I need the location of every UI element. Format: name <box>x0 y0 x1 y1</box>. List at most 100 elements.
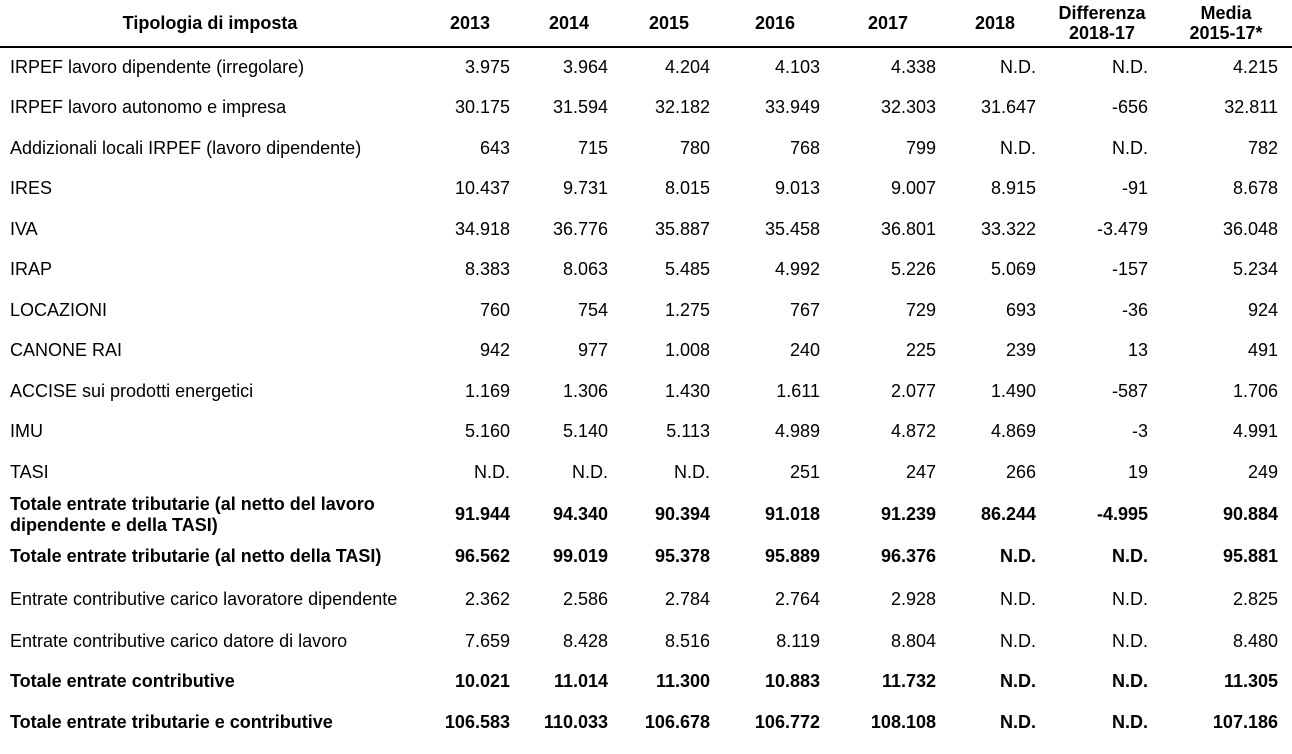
cell-value: 96.562 <box>454 546 510 567</box>
cell-value: 91.944 <box>454 504 510 524</box>
cell-value: 8.428 <box>562 630 608 651</box>
cell-value: 491 <box>1247 340 1278 361</box>
table-row: IMU 5.160 5.140 5.113 4.989 4.872 4.869 -3 4.991 <box>0 412 1292 453</box>
cell-value: 5.140 <box>562 421 608 442</box>
table-row: Totale entrate tributarie (al netto del … <box>0 493 1292 537</box>
cell-value: 96.376 <box>880 546 936 567</box>
cell-value: 32.811 <box>1224 97 1278 118</box>
cell-value: 768 <box>789 137 820 158</box>
header-2017: 2017 <box>830 0 946 48</box>
cell-value: 1.611 <box>776 380 820 401</box>
cell-value: 86.244 <box>980 504 1036 524</box>
cell-value: 5.226 <box>890 259 936 280</box>
cell-value: 19 <box>1127 461 1148 482</box>
cell-value: 1.706 <box>1232 380 1278 401</box>
cell-value: 4.869 <box>990 421 1036 442</box>
header-tipologia: Tipologia di imposta <box>0 0 420 48</box>
table-body: IRPEF lavoro dipendente (irregolare) 3.97… <box>0 47 1292 743</box>
cell-value: 90.394 <box>654 504 710 524</box>
cell-value: 31.647 <box>980 97 1036 118</box>
cell-value: 91.239 <box>880 504 936 524</box>
cell-value: 13 <box>1127 340 1148 361</box>
cell-value: 760 <box>479 299 510 320</box>
cell-value: N.D. <box>1112 588 1148 609</box>
cell-value: 2.077 <box>890 380 936 401</box>
table-row: Entrate contributive carico lavoratore d… <box>0 577 1292 621</box>
row-label: Entrate contributive carico lavoratore d… <box>10 588 398 609</box>
row-label: IRPEF lavoro autonomo e impresa <box>10 97 287 118</box>
cell-value: 924 <box>1247 299 1278 320</box>
cell-value: 10.437 <box>454 178 510 199</box>
row-label: Addizionali locali IRPEF (lavoro dipende… <box>10 137 362 158</box>
table-row: IVA 34.918 36.776 35.887 35.458 36.801 33.322 -… <box>0 209 1292 250</box>
cell-value: -4.995 <box>1096 504 1148 524</box>
row-label: IRPEF lavoro dipendente (irregolare) <box>10 57 305 78</box>
cell-value: 106.772 <box>754 711 820 732</box>
header-row: Tipologia di imposta 2013 2014 2015 2016… <box>0 0 1292 48</box>
cell-value: 1.169 <box>464 380 510 401</box>
cell-value: 1.306 <box>562 380 608 401</box>
row-label: IMU <box>10 421 43 442</box>
cell-value: 4.992 <box>774 259 820 280</box>
cell-value: 5.113 <box>666 421 710 442</box>
cell-value: 32.303 <box>880 97 936 118</box>
cell-value: N.D. <box>1000 711 1036 732</box>
cell-value: N.D. <box>1112 137 1148 158</box>
cell-value: 2.586 <box>562 588 608 609</box>
cell-value: 5.160 <box>464 421 510 442</box>
cell-value: N.D. <box>1000 137 1036 158</box>
table-row: IRAP 8.383 8.063 5.485 4.992 5.226 5.069 -157 5.… <box>0 250 1292 291</box>
cell-value: N.D. <box>474 461 510 482</box>
cell-value: 247 <box>905 461 936 482</box>
cell-value: 34.918 <box>454 218 510 239</box>
cell-value: 1.275 <box>664 299 710 320</box>
cell-value: 4.204 <box>664 57 710 78</box>
row-label: ACCISE sui prodotti energetici <box>10 380 254 401</box>
cell-value: -3 <box>1131 421 1148 442</box>
row-label: Totale entrate tributarie e contributive <box>10 711 333 732</box>
cell-value: 249 <box>1247 461 1278 482</box>
cell-value: 36.048 <box>1222 218 1278 239</box>
cell-value: 3.975 <box>464 57 510 78</box>
cell-value: -36 <box>1121 299 1148 320</box>
cell-value: 251 <box>789 461 820 482</box>
header-2014: 2014 <box>520 0 618 48</box>
row-label: IRAP <box>10 259 53 280</box>
header-media: Media 2015-17* <box>1160 0 1292 48</box>
cell-value: 31.594 <box>552 97 608 118</box>
cell-value: 11.014 <box>553 671 608 692</box>
cell-value: 106.583 <box>444 711 510 732</box>
cell-value: 95.889 <box>764 546 820 567</box>
cell-value: N.D. <box>1112 57 1148 78</box>
table-row: Addizionali locali IRPEF (lavoro dipende… <box>0 128 1292 169</box>
row-label: Totale entrate tributarie (al netto del … <box>10 493 375 535</box>
cell-value: 4.338 <box>890 57 936 78</box>
cell-value: 9.731 <box>562 178 608 199</box>
table-row: Totale entrate tributarie e contributive… <box>0 702 1292 743</box>
cell-value: 8.678 <box>1232 178 1278 199</box>
cell-value: N.D. <box>1000 57 1036 78</box>
cell-value: 977 <box>577 340 608 361</box>
row-label: IRES <box>10 178 53 199</box>
cell-value: 91.018 <box>764 504 820 524</box>
cell-value: -157 <box>1111 259 1148 280</box>
cell-value: 5.485 <box>664 259 710 280</box>
table-row: IRES 10.437 9.731 8.015 9.013 9.007 8.915 -91 8.… <box>0 169 1292 210</box>
cell-value: N.D. <box>1112 630 1148 651</box>
cell-value: 10.883 <box>764 671 820 692</box>
cell-value: 754 <box>577 299 608 320</box>
table-row: CANONE RAI 942 977 1.008 240 225 239 13 491 <box>0 331 1292 372</box>
cell-value: 715 <box>577 137 608 158</box>
row-label: Totale entrate contributive <box>10 671 235 692</box>
cell-value: 36.801 <box>880 218 936 239</box>
cell-value: 33.949 <box>764 97 820 118</box>
cell-value: 780 <box>679 137 710 158</box>
table-row: IRPEF lavoro dipendente (irregolare) 3.97… <box>0 47 1292 88</box>
cell-value: N.D. <box>1000 671 1036 692</box>
cell-value: 693 <box>1005 299 1036 320</box>
cell-value: 799 <box>905 137 936 158</box>
cell-value: 33.322 <box>980 218 1036 239</box>
cell-value: 8.516 <box>664 630 710 651</box>
cell-value: 1.430 <box>664 380 710 401</box>
cell-value: 8.119 <box>776 630 820 651</box>
